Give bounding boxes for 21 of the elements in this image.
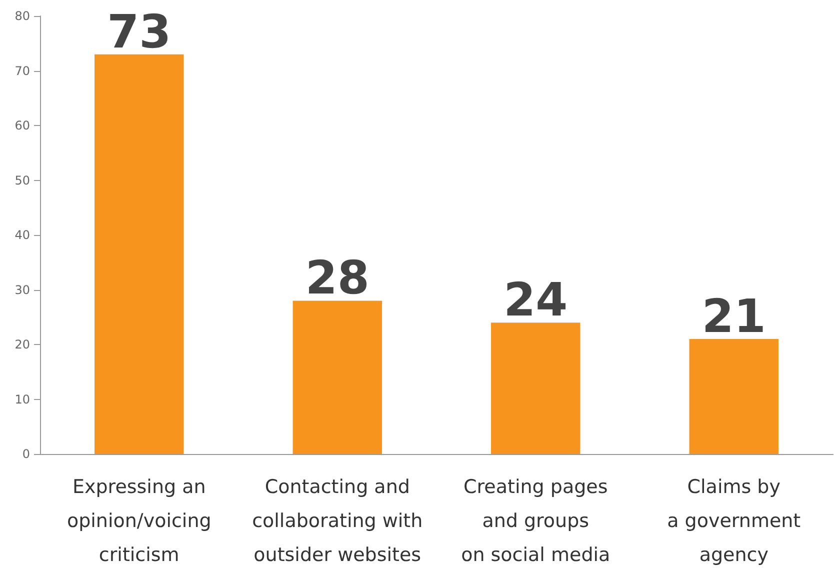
y-tick-label: 40: [14, 228, 30, 242]
y-tick-label: 70: [14, 64, 30, 78]
y-tick-label: 30: [14, 282, 30, 297]
bar: [292, 300, 382, 454]
x-tick-label: Creating pages and groups on social media: [461, 476, 610, 566]
data-label: 73: [107, 4, 172, 58]
y-tick-label: 60: [14, 118, 30, 132]
y-tick-label: 10: [14, 392, 30, 406]
data-label: 28: [305, 250, 370, 305]
bar: [94, 54, 184, 454]
x-tick-label: Expressing an opinion/voicing criticism: [66, 476, 212, 566]
data-label: 21: [702, 289, 766, 344]
data-label: 24: [504, 272, 568, 327]
bar: [689, 339, 778, 454]
y-tick-label: 80: [14, 9, 30, 23]
bar: [491, 322, 580, 454]
x-tick-label: Contacting and collaborating with outsider websites: [252, 476, 423, 566]
y-tick-label: 50: [14, 173, 30, 188]
y-tick-label: 0: [22, 447, 30, 461]
x-tick-label: Claims by a government agency: [667, 476, 801, 566]
y-tick-label: 20: [14, 338, 30, 352]
